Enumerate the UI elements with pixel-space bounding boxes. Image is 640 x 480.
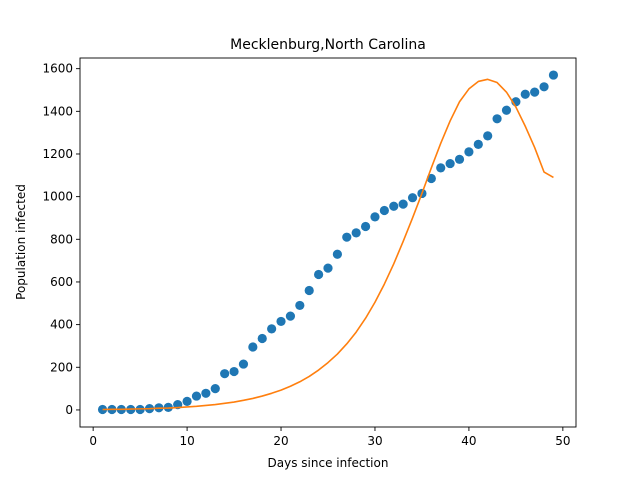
data-point (520, 89, 530, 99)
y-tick-label: 0 (65, 403, 73, 417)
y-tick-label: 400 (50, 318, 73, 332)
data-point (454, 154, 465, 164)
plot-frame (79, 57, 577, 428)
y-tick-label: 1400 (42, 104, 73, 118)
data-point (304, 285, 314, 296)
y-tick-label: 200 (50, 360, 73, 374)
data-point (276, 316, 286, 327)
y-tick-label: 1600 (42, 62, 73, 76)
y-tick-label: 1200 (42, 147, 73, 161)
data-point (210, 384, 220, 394)
data-point (389, 201, 399, 211)
data-point (285, 311, 296, 321)
data-point (473, 139, 483, 149)
data-point (464, 147, 474, 157)
data-point (248, 342, 258, 352)
data-point (370, 212, 380, 222)
data-point (492, 114, 502, 124)
data-point (267, 324, 277, 334)
plot-area: 0 10 20 30 40 50 0 200 400 600 800 1000 1200 1400 1600 (42, 57, 577, 448)
data-point (398, 199, 408, 209)
x-tick-label: 30 (367, 434, 382, 448)
data-point (379, 205, 389, 216)
x-tick-label: 40 (461, 434, 476, 448)
data-point (530, 87, 540, 97)
data-point (548, 70, 559, 80)
x-tick-label: 0 (89, 434, 97, 448)
data-point (229, 366, 239, 377)
data-point (257, 333, 267, 344)
x-tick-label: 10 (179, 434, 194, 448)
y-tick-label: 1000 (42, 190, 73, 204)
y-tick-label: 800 (50, 232, 73, 246)
x-axis-label: Days since infection (268, 456, 389, 470)
data-point (483, 131, 493, 141)
chart-title: Mecklenburg,North Carolina (230, 37, 426, 53)
data-point (501, 105, 512, 115)
data-point (445, 158, 455, 169)
y-axis-label: Population infected (14, 184, 28, 300)
data-point (314, 269, 324, 280)
data-point (201, 388, 211, 398)
x-tick-label: 50 (555, 434, 570, 448)
data-point (539, 82, 549, 92)
data-point (342, 232, 352, 242)
data-point (360, 221, 371, 232)
data-point (182, 396, 192, 406)
data-point (191, 391, 202, 401)
y-tick-label: 600 (50, 275, 73, 289)
x-tick-label: 20 (273, 434, 288, 448)
data-point (436, 163, 446, 173)
data-point (238, 359, 249, 369)
model-curve-line (102, 78, 554, 411)
data-point (295, 300, 305, 311)
data-point (332, 249, 342, 259)
data-point (351, 228, 361, 238)
data-point (220, 369, 230, 379)
data-point (323, 263, 333, 273)
data-point (407, 193, 418, 203)
